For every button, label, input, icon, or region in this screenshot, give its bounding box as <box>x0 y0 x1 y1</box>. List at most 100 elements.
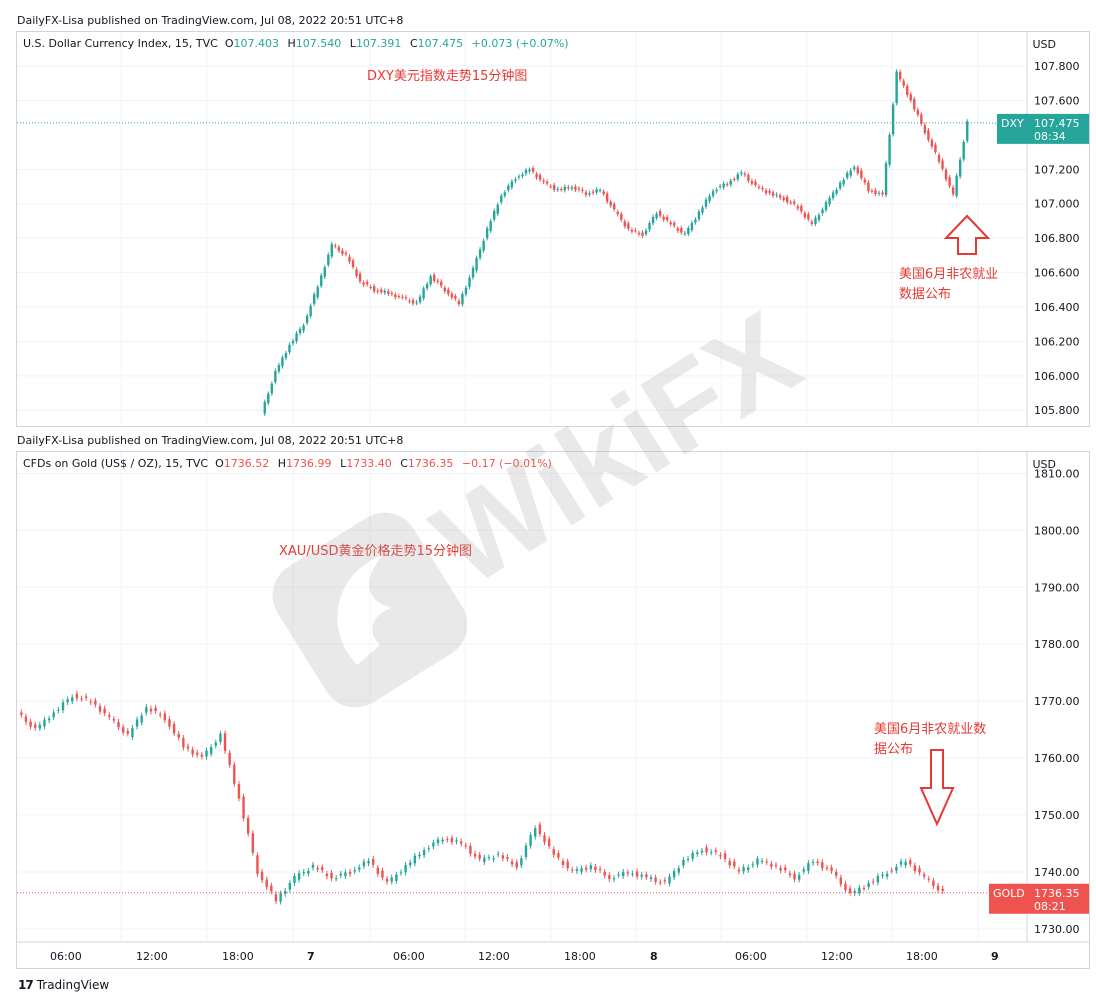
tradingview-footer[interactable]: 17 TradingView <box>18 978 109 992</box>
dxy-chart-svg[interactable]: 107.800 107.600 107.200 107.000 106.800 106.6… <box>17 32 1090 427</box>
gold-ytick-label: 1790.00 <box>1034 581 1080 594</box>
dxy-ytick-label: 107.000 <box>1034 198 1080 211</box>
dxy-candle-body <box>500 195 503 203</box>
gold-candle-body <box>43 719 46 727</box>
dxy-candle-body <box>277 365 281 372</box>
gold-candle-body <box>381 870 384 878</box>
dxy-change: +0.073 (+0.07%) <box>471 37 569 50</box>
dxy-candle-body <box>457 300 461 305</box>
dxy-candle-body <box>433 274 436 281</box>
dxy-candle-body <box>281 357 284 367</box>
dxy-candle-body <box>454 296 457 299</box>
gold-candle-body <box>547 839 551 847</box>
dxy-candle-body <box>740 172 743 174</box>
gold-ytick-label: 1800.00 <box>1034 524 1080 537</box>
dxy-candle-body <box>507 185 510 191</box>
gold-candle-body <box>682 859 685 866</box>
gold-candle-body <box>293 876 296 884</box>
dxy-candle-body <box>312 294 316 304</box>
gold-candle-body <box>487 857 491 859</box>
gold-candle-body <box>126 731 130 734</box>
gold-candle-body <box>760 861 764 863</box>
dxy-candle-body <box>701 207 704 213</box>
gold-change: −0.17 (−0.01%) <box>461 457 552 470</box>
time-axis-label: 9 <box>991 950 999 963</box>
dxy-candle-body <box>877 192 881 194</box>
gold-candle-body <box>848 888 852 893</box>
time-axis-label: 06:00 <box>50 950 82 963</box>
gold-candle-body <box>459 841 463 844</box>
gold-high-label: H <box>277 457 287 470</box>
gold-candle-body <box>691 853 694 859</box>
gold-candle-body <box>274 894 278 902</box>
gold-candle-body <box>302 872 305 874</box>
dxy-candle-body <box>588 193 591 195</box>
gold-candle-body <box>802 869 805 872</box>
gold-candle-body <box>788 873 792 875</box>
dxy-candle-body <box>644 230 648 234</box>
dxy-candle-body <box>849 170 852 176</box>
dxy-candle-body <box>309 305 312 317</box>
gold-candle-body <box>677 868 680 873</box>
gold-nfp-label-line2: 据公布 <box>874 742 913 757</box>
gold-chart-svg[interactable]: 1810.00 1800.00 1790.00 1780.00 1770.00 1760.… <box>17 452 1090 969</box>
gold-candle-body <box>404 864 407 873</box>
gold-low: 1733.40 <box>346 457 392 470</box>
gold-candle-body <box>872 881 875 883</box>
gold-candle-body <box>737 869 741 872</box>
gold-candle-body <box>182 737 185 748</box>
gold-candle-body <box>497 853 500 855</box>
gold-candle-body <box>909 860 912 865</box>
gold-candle-body <box>594 866 597 871</box>
time-axis-label: 06:00 <box>393 950 425 963</box>
dxy-candle-body <box>715 189 718 192</box>
dxy-candle-body <box>475 257 478 271</box>
gold-candle-body <box>603 871 606 876</box>
dxy-candle-body <box>394 294 397 298</box>
dxy-candle-body <box>542 180 545 182</box>
gold-ytick-label: 1770.00 <box>1034 695 1080 708</box>
gold-candle-body <box>390 877 393 882</box>
gold-candle-body <box>686 858 690 860</box>
dxy-candle-body <box>436 280 439 282</box>
gold-candle-body <box>75 693 79 699</box>
dxy-open: 107.403 <box>233 37 280 50</box>
gold-ytick-label: 1780.00 <box>1034 638 1080 651</box>
dxy-candle-body <box>270 383 274 394</box>
gold-open-label: O <box>215 457 224 470</box>
dxy-candle-body <box>641 232 644 236</box>
gold-candle-body <box>649 877 653 880</box>
dxy-ytick-label: 106.200 <box>1034 335 1080 348</box>
gold-candle-body <box>168 719 171 727</box>
gold-candle-body <box>584 867 588 870</box>
dxy-close: 107.475 <box>417 37 464 50</box>
dxy-ytick-label: 105.800 <box>1034 404 1080 417</box>
gold-price-tag-value: 1736.35 <box>1034 887 1080 900</box>
gold-candle-body <box>895 866 898 871</box>
gold-candle-body <box>237 784 241 799</box>
dxy-high-label: H <box>287 37 296 50</box>
dxy-candle-body <box>288 344 291 353</box>
gold-candle-body <box>260 871 264 881</box>
gold-chart-panel[interactable]: 1810.00 1800.00 1790.00 1780.00 1770.00 1760.… <box>16 451 1090 969</box>
gold-candle-body <box>723 853 727 860</box>
time-axis-label: 18:00 <box>906 950 938 963</box>
dxy-candle-body <box>623 221 627 227</box>
gold-open: 1736.52 <box>223 457 270 470</box>
dxy-candle-body <box>697 211 701 220</box>
gold-ytick-label: 1760.00 <box>1034 752 1080 765</box>
dxy-candle-body <box>782 197 785 200</box>
time-axis-label: 12:00 <box>478 950 510 963</box>
dxy-ytick-label: 106.000 <box>1034 370 1080 383</box>
dxy-candle-body <box>461 293 464 305</box>
gold-candle-body <box>325 873 329 877</box>
dxy-candle-body <box>274 370 277 383</box>
gold-candle-body <box>246 818 250 834</box>
dxy-candle-body <box>775 194 778 196</box>
gold-candle-body <box>228 752 231 765</box>
gold-candle-body <box>890 870 893 872</box>
dxy-candle-body <box>948 177 951 186</box>
dxy-chart-panel[interactable]: 107.800 107.600 107.200 107.000 106.800 106.6… <box>16 31 1090 427</box>
dxy-candle-body <box>676 228 679 231</box>
dxy-candle-body <box>658 210 662 216</box>
